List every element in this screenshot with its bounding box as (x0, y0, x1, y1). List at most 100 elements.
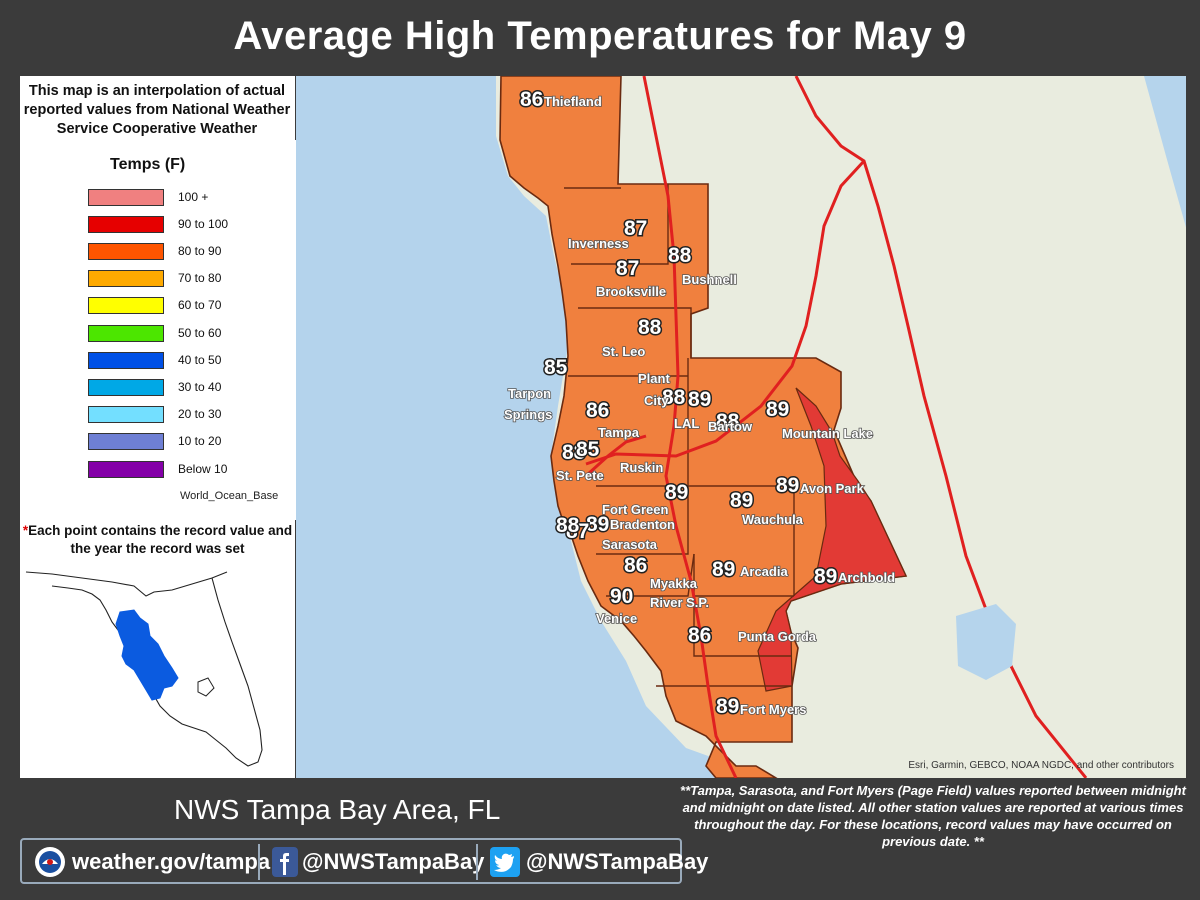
city-label-punta-gorda: Punta Gorda (738, 629, 817, 644)
station-temp: 85 (544, 356, 568, 379)
legend-swatch (88, 405, 164, 423)
city-label-city: City (644, 393, 669, 408)
florida-inset-map (25, 571, 263, 767)
facebook-icon (272, 847, 298, 877)
map-attribution: Esri, Garmin, GEBCO, NOAA NGDC, and othe… (908, 760, 1174, 771)
city-label-venice: Venice (596, 611, 637, 626)
legend-label: 20 to 30 (178, 407, 222, 421)
legend-title: Temps (F) (110, 156, 186, 173)
legend-swatch (88, 242, 164, 260)
city-label-thiefland: Thiefland (544, 94, 602, 109)
station-temp: 88 (662, 386, 686, 409)
station-temp: 89 (688, 388, 711, 411)
facebook-link[interactable]: @NWSTampaBay (272, 846, 484, 878)
office-name: NWS Tampa Bay Area, FL (174, 794, 501, 825)
station-temp: 89 (586, 513, 609, 536)
station-temp: 90 (610, 585, 633, 608)
city-label-bushnell: Bushnell (682, 272, 737, 287)
footnote: **Tampa, Sarasota, and Fort Myers (Page … (680, 783, 1186, 849)
legend-swatch (88, 296, 164, 314)
legend-label: 50 to 60 (178, 326, 222, 340)
station-temp: 86 (520, 88, 543, 111)
station-temp: 88 (716, 410, 740, 433)
city-label-wauchula: Wauchula (742, 512, 804, 527)
facebook-text: @NWSTampaBay (302, 849, 485, 874)
city-label-bradenton: Bradenton (610, 517, 675, 532)
legend-item: 20 to 30 (88, 404, 221, 424)
inset-forecast-area (115, 609, 179, 701)
legend-swatch (88, 351, 164, 369)
station-temp: 89 (716, 695, 739, 718)
divider (258, 844, 260, 880)
page-title: Average High Temperatures for May 9 (233, 14, 967, 58)
city-label-sarasota: Sarasota (602, 537, 658, 552)
station-temp: 88 (668, 244, 692, 267)
legend-label: 90 to 100 (178, 217, 229, 231)
city-labels: Thiefland Inverness Bushnell Brooksville… (503, 93, 896, 718)
website-text: weather.gov/tampa (72, 849, 271, 874)
inset-water-body (197, 677, 215, 697)
legend-swatch (88, 378, 164, 396)
city-label-fort-green: Fort Green (602, 502, 669, 517)
city-label-lal: LAL (674, 416, 699, 431)
legend-label: 80 to 90 (178, 244, 222, 258)
city-label-fort-myers: Fort Myers (740, 702, 806, 717)
legend-item: 50 to 60 (88, 323, 221, 343)
legend-label: 100 + (178, 190, 209, 204)
divider (476, 844, 478, 880)
city-label-plant: Plant (638, 371, 670, 386)
twitter-link[interactable]: @NWSTampaBay (490, 846, 708, 878)
legend-item: Below 10 (88, 459, 227, 479)
inset-coastline (25, 571, 263, 767)
station-temp: 86 (624, 554, 647, 577)
legend-label: 30 to 40 (178, 380, 222, 394)
twitter-text: @NWSTampaBay (526, 849, 709, 874)
nws-logo-icon (35, 847, 65, 877)
legend-item: 100 + (88, 187, 208, 207)
website-link[interactable]: weather.gov/tampa (34, 846, 270, 878)
social-bar: weather.gov/tampa @NWSTampaBay @NWSTampa… (20, 838, 708, 884)
station-temp: 88 (556, 514, 580, 537)
twitter-icon (490, 847, 520, 877)
city-label-inverness: Inverness (568, 236, 629, 251)
city-label-myakka: Myakka (650, 576, 698, 591)
station-temp: 87 (616, 257, 639, 280)
region-80-90 (499, 76, 908, 778)
station-temp: 89 (776, 474, 799, 497)
legend-item: 90 to 100 (88, 214, 228, 234)
city-label-mountain-lake: Mountain Lake (782, 426, 873, 441)
station-temp: 85 (576, 438, 600, 461)
city-label-river-sp: River S.P. (650, 595, 709, 610)
basemap-label: World_Ocean_Base (180, 490, 279, 502)
station-temp: 86 (586, 399, 609, 422)
legend-item: 40 to 50 (88, 350, 221, 370)
city-label-archbold: Archbold (838, 570, 895, 585)
legend-swatch (88, 432, 164, 450)
city-label-st-pete: St. Pete (556, 468, 604, 483)
temperature-map: 86 87 88 87 88 85 88 86 89 88 89 88 85 8… (296, 76, 1186, 778)
city-label-brooksville: Brooksville (596, 284, 666, 299)
station-temp: 89 (814, 565, 837, 588)
legend-swatch (88, 269, 164, 287)
legend-item: 70 to 80 (88, 268, 221, 288)
legend-item: 10 to 20 (88, 431, 221, 451)
city-label-tarpon: Tarpon (508, 386, 551, 401)
city-label-st-leo: St. Leo (602, 344, 645, 359)
legend-item: 60 to 70 (88, 295, 221, 315)
record-note: *Each point contains the record value an… (20, 522, 295, 558)
legend-swatch (88, 460, 164, 478)
legend-label: Below 10 (178, 462, 228, 476)
record-note-text: Each point contains the record value and… (28, 523, 293, 556)
legend-swatch (88, 324, 164, 342)
lake-okeechobee (956, 604, 1016, 680)
region-90-100 (757, 387, 907, 692)
city-label-ruskin: Ruskin (620, 460, 663, 475)
temperature-labels: 86 87 88 87 88 85 88 86 89 88 89 88 85 8… (519, 87, 839, 720)
station-temp: 88 (638, 316, 662, 339)
station-temp: 89 (730, 489, 753, 512)
interpolation-note: This map is an interpolation of actual r… (23, 83, 291, 156)
legend-item: 30 to 40 (88, 377, 221, 397)
station-temp: 89 (665, 481, 688, 504)
station-temp: 87 (566, 520, 589, 543)
